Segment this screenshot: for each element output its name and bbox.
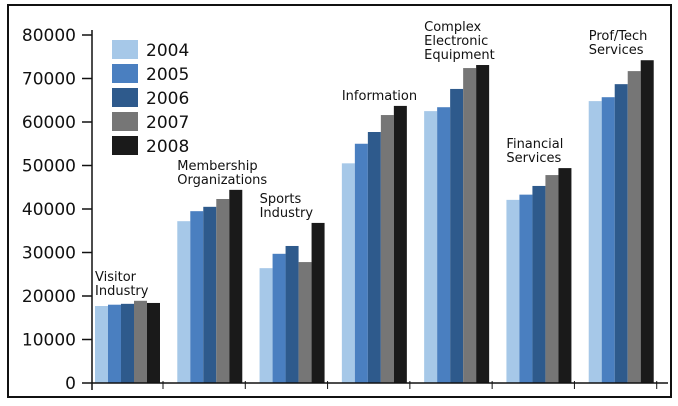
y-tick-label: 20000 — [22, 287, 76, 307]
legend-swatch — [112, 64, 138, 83]
bar — [545, 175, 559, 383]
bar — [627, 71, 641, 383]
bar — [341, 163, 355, 383]
bar — [203, 206, 217, 383]
bar — [285, 245, 299, 383]
bar — [614, 84, 628, 383]
bar — [259, 268, 273, 383]
bar — [588, 101, 602, 384]
bar — [298, 262, 312, 383]
category-label: Information — [342, 89, 417, 104]
bar — [424, 111, 438, 383]
legend-swatch — [112, 112, 138, 131]
category-label: Complex Electronic Equipment — [424, 20, 495, 63]
legend-swatch — [112, 40, 138, 59]
category-label: Financial Services — [506, 137, 563, 166]
category-label: Membership Organizations — [177, 159, 267, 188]
y-tick-label: 30000 — [22, 244, 76, 264]
y-tick-label: 60000 — [22, 113, 76, 133]
legend-label: 2008 — [146, 137, 189, 157]
bar — [463, 68, 477, 383]
bar — [558, 168, 572, 383]
bar — [216, 198, 230, 383]
bar — [147, 302, 160, 383]
category-label: Sports Industry — [260, 192, 314, 221]
y-tick-label: 80000 — [22, 26, 76, 46]
legend-label: 2006 — [146, 89, 189, 109]
bar — [134, 300, 147, 383]
bar — [393, 105, 407, 383]
bar — [95, 306, 108, 383]
legend-label: 2004 — [146, 41, 189, 61]
bar — [121, 303, 134, 383]
bar — [506, 199, 520, 383]
bar — [519, 194, 533, 383]
bar — [437, 107, 451, 384]
bar — [229, 189, 243, 383]
y-tick-label: 50000 — [22, 157, 76, 177]
legend-label: 2005 — [146, 65, 189, 85]
bar — [108, 304, 121, 383]
y-tick-label: 0 — [65, 374, 76, 394]
legend-swatch — [112, 136, 138, 155]
legend-swatch — [112, 88, 138, 107]
bar — [476, 65, 490, 383]
bar — [354, 143, 368, 383]
bar — [272, 253, 286, 383]
bar — [601, 97, 615, 383]
category-label: Visitor Industry — [95, 270, 149, 299]
bar — [190, 211, 204, 383]
bar — [640, 60, 654, 383]
y-tick-label: 40000 — [22, 200, 76, 220]
y-tick-label: 70000 — [22, 70, 76, 90]
legend-label: 2007 — [146, 113, 189, 133]
bar — [367, 132, 381, 383]
bar — [311, 222, 325, 383]
category-label: Prof/Tech Services — [589, 29, 648, 58]
bar — [177, 221, 191, 383]
y-tick-label: 10000 — [22, 331, 76, 351]
bar — [532, 185, 546, 383]
bar — [450, 88, 464, 383]
bar — [380, 115, 394, 383]
